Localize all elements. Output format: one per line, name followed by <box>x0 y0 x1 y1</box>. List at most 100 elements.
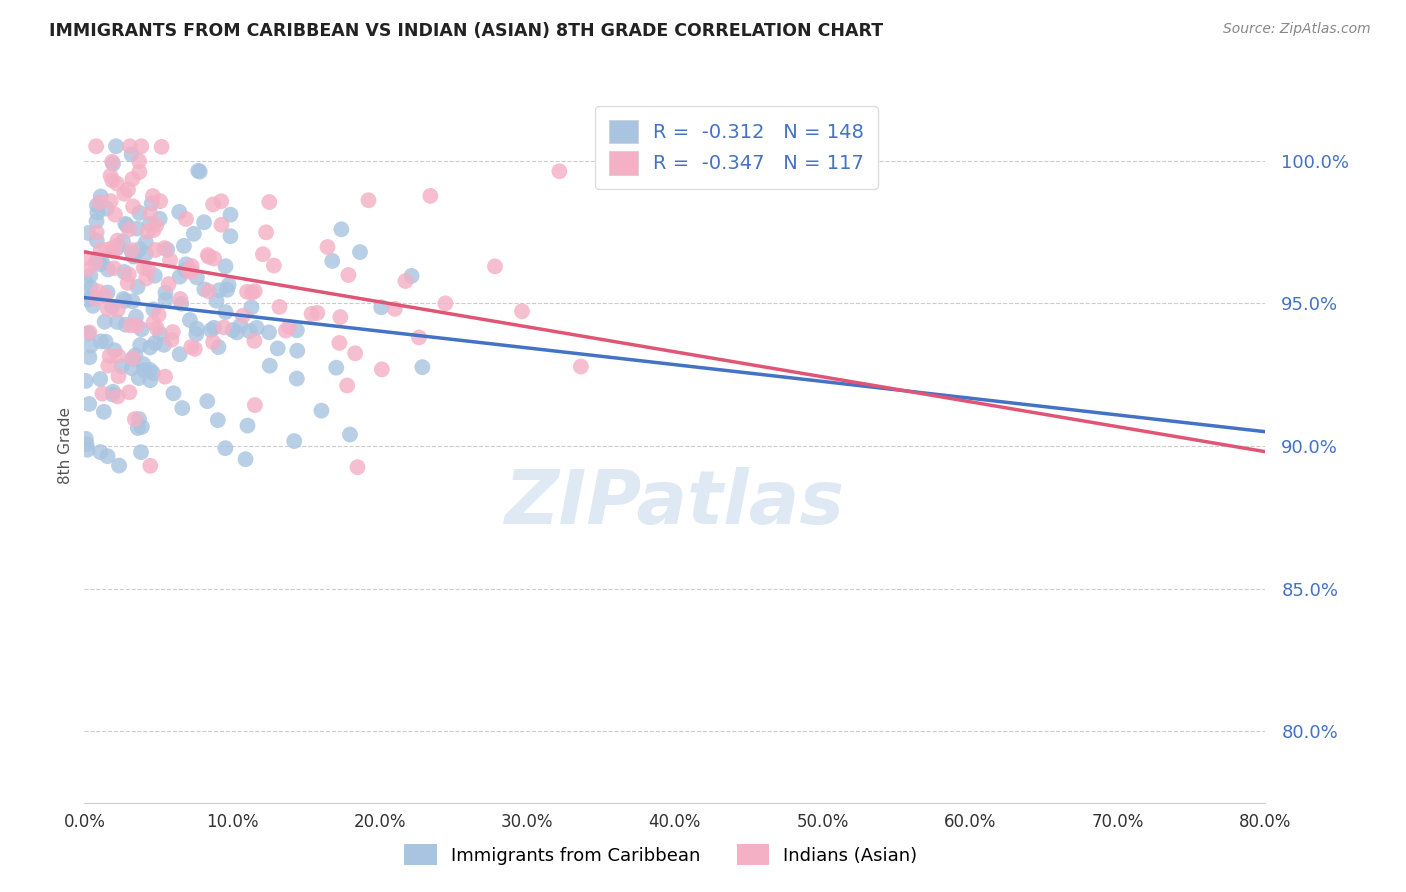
Point <box>87 254 110 268</box>
Point <box>142 316 165 330</box>
Point <box>75 374 97 388</box>
Point <box>235 452 257 467</box>
Point <box>243 398 266 412</box>
Point <box>411 360 433 375</box>
Point <box>96 202 118 216</box>
Point <box>139 206 162 220</box>
Point <box>105 315 128 329</box>
Point <box>434 296 457 310</box>
Point <box>101 157 124 171</box>
Point <box>217 283 239 297</box>
Point <box>142 366 165 380</box>
Point <box>139 458 162 473</box>
Point <box>145 218 167 232</box>
Point <box>370 300 392 314</box>
Point <box>103 261 125 276</box>
Point <box>90 243 112 257</box>
Point <box>316 240 339 254</box>
Point <box>107 238 129 252</box>
Point <box>77 326 100 341</box>
Point <box>371 362 394 376</box>
Point <box>132 357 155 371</box>
Point <box>79 351 101 365</box>
Point <box>419 189 441 203</box>
Point <box>97 302 120 317</box>
Point <box>141 196 163 211</box>
Point <box>128 371 150 385</box>
Point <box>218 278 240 293</box>
Point <box>98 349 121 363</box>
Point <box>108 458 131 473</box>
Point <box>259 194 281 209</box>
Point <box>186 322 208 336</box>
Point <box>155 293 177 307</box>
Point <box>89 195 111 210</box>
Point <box>86 214 108 228</box>
Point <box>384 301 406 316</box>
Point <box>254 225 277 239</box>
Point <box>401 268 423 283</box>
Point <box>174 211 197 226</box>
Point <box>197 284 219 298</box>
Point <box>103 244 125 258</box>
Point <box>202 335 225 350</box>
Point <box>274 324 297 338</box>
Point <box>408 330 430 344</box>
Point <box>146 321 169 335</box>
Point <box>125 221 148 235</box>
Point <box>169 347 191 361</box>
Point <box>90 334 112 349</box>
Point <box>105 241 128 255</box>
Point <box>193 282 215 296</box>
Point <box>167 205 190 219</box>
Point <box>259 359 281 373</box>
Point <box>267 342 290 356</box>
Point <box>118 385 141 400</box>
Point <box>117 276 139 290</box>
Point <box>339 427 361 442</box>
Point <box>100 169 122 183</box>
Point <box>184 342 207 356</box>
Point <box>143 336 166 351</box>
Point <box>89 445 111 459</box>
Point <box>131 322 153 336</box>
Point <box>112 186 135 201</box>
Point <box>198 250 221 264</box>
Point <box>548 164 571 178</box>
Point <box>86 198 108 212</box>
Point <box>117 182 139 196</box>
Point <box>153 338 176 352</box>
Point <box>129 338 152 352</box>
Point <box>101 300 124 314</box>
Point <box>127 421 149 435</box>
Point <box>118 139 141 153</box>
Point <box>214 259 236 273</box>
Point <box>101 241 124 255</box>
Point <box>179 265 201 279</box>
Point <box>179 313 201 327</box>
Point <box>170 297 193 311</box>
Point <box>114 217 136 231</box>
Point <box>118 268 141 282</box>
Point <box>153 369 176 384</box>
Y-axis label: 8th Grade: 8th Grade <box>58 408 73 484</box>
Point <box>135 271 157 285</box>
Point <box>80 338 103 352</box>
Point <box>243 334 266 348</box>
Point <box>107 349 129 363</box>
Point <box>143 268 166 283</box>
Point <box>337 268 360 282</box>
Point <box>285 323 308 337</box>
Point <box>111 235 134 249</box>
Point <box>125 310 148 324</box>
Point <box>90 189 112 203</box>
Text: IMMIGRANTS FROM CARIBBEAN VS INDIAN (ASIAN) 8TH GRADE CORRELATION CHART: IMMIGRANTS FROM CARIBBEAN VS INDIAN (ASI… <box>49 22 883 40</box>
Point <box>232 309 254 323</box>
Point <box>169 269 191 284</box>
Point <box>128 206 150 220</box>
Point <box>159 253 181 268</box>
Point <box>114 318 136 332</box>
Point <box>208 283 231 297</box>
Point <box>202 197 225 211</box>
Point <box>76 442 98 457</box>
